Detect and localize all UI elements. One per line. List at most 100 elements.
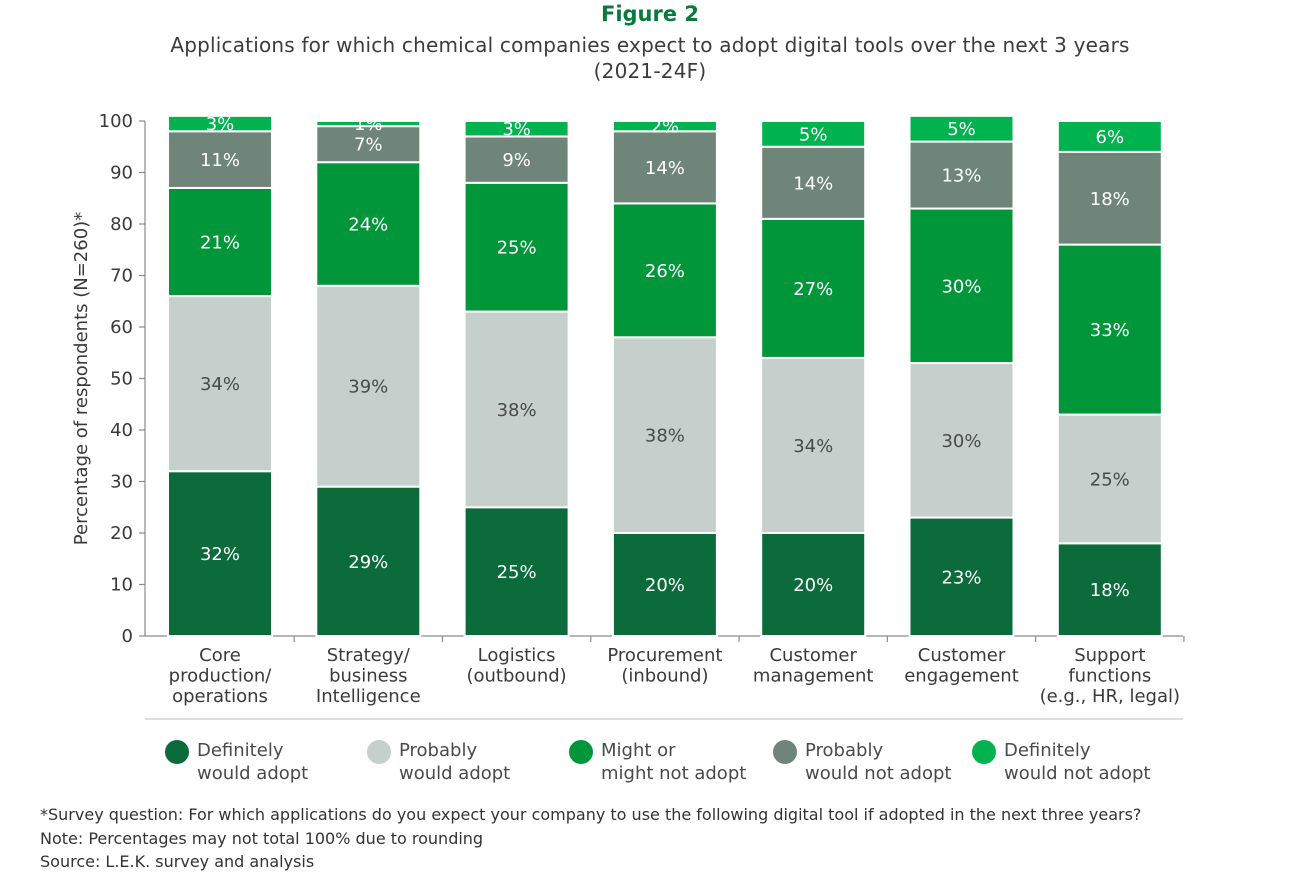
footnote-note: Note: Percentages may not total 100% due… xyxy=(40,829,484,848)
bar-value-label: 30% xyxy=(941,431,981,452)
bar-segment xyxy=(611,336,718,534)
bar-segment xyxy=(611,130,718,205)
bar-segment xyxy=(315,120,422,128)
bar-segment xyxy=(1056,413,1163,545)
bar-segment xyxy=(760,145,867,220)
bar-value-label: 20% xyxy=(793,575,833,596)
y-tick-label: 50 xyxy=(110,369,133,390)
bar-segment xyxy=(908,140,1015,210)
bar-value-label: 34% xyxy=(200,374,240,395)
bar-value-label: 14% xyxy=(793,173,833,194)
x-category-label: Support functions (e.g., HR, legal) xyxy=(1040,645,1180,707)
subtitle-line-1: Applications for which chemical companie… xyxy=(170,33,1130,57)
y-tick-label: 90 xyxy=(110,163,133,184)
bar-value-label: 27% xyxy=(793,279,833,300)
bar-segment xyxy=(1056,243,1163,416)
x-category-label: Procurement (inbound) xyxy=(607,645,722,687)
bar-segment xyxy=(1056,542,1163,637)
bar-segment xyxy=(463,310,570,509)
bar-value-label: 34% xyxy=(793,436,833,457)
x-category-label: Customer management xyxy=(753,645,874,687)
footnote-source: Source: L.E.K. survey and analysis xyxy=(40,852,315,871)
y-axis-label: Percentage of respondents (N=260)* xyxy=(71,212,92,545)
legend-swatch xyxy=(972,740,996,764)
bar-segment xyxy=(760,217,867,359)
bar-value-label: 20% xyxy=(645,575,685,596)
bar-value-label: 9% xyxy=(502,150,531,171)
y-tick-label: 100 xyxy=(99,111,133,132)
bar-segment xyxy=(167,295,273,473)
bar-segment xyxy=(315,125,422,164)
bar-value-label: 21% xyxy=(200,233,240,254)
bar-value-label: 38% xyxy=(645,426,685,447)
bar-segment xyxy=(463,506,570,637)
bar-segment xyxy=(908,362,1015,519)
bar-segment xyxy=(760,356,867,534)
chart-subtitle: Applications for which chemical companie… xyxy=(100,32,1200,84)
bar-value-label: 3% xyxy=(206,114,235,135)
x-category-label: Customer engagement xyxy=(904,645,1019,687)
bar-value-label: 6% xyxy=(1096,127,1125,148)
bar-value-label: 26% xyxy=(645,261,685,282)
y-tick-label: 70 xyxy=(110,266,133,287)
bar-value-label: 38% xyxy=(497,400,537,421)
legend-swatch xyxy=(165,740,189,764)
x-category-label: Core production/operations xyxy=(169,645,273,707)
chart-title: Figure 2 xyxy=(600,2,700,26)
bar-value-label: 1% xyxy=(354,114,383,135)
bar-segment xyxy=(315,284,422,488)
y-tick-label: 10 xyxy=(110,575,133,596)
bar-segment xyxy=(611,120,718,133)
bar-segment xyxy=(908,114,1015,143)
legend-label: Might or might not adopt xyxy=(601,740,747,784)
y-tick-label: 40 xyxy=(110,420,133,441)
bar-value-label: 29% xyxy=(348,552,388,573)
bar-value-label: 7% xyxy=(354,135,383,156)
subtitle-line-2: (2021-24F) xyxy=(593,59,707,83)
bar-segment xyxy=(167,114,273,133)
bar-value-label: 5% xyxy=(799,124,828,145)
bar-segment xyxy=(611,202,718,339)
y-tick-label: 60 xyxy=(110,317,133,338)
bar-value-label: 18% xyxy=(1090,189,1130,210)
bar-value-label: 32% xyxy=(200,544,240,565)
bar-segment xyxy=(315,485,422,637)
bar-segment xyxy=(1056,120,1163,153)
bar-value-label: 11% xyxy=(200,150,240,171)
bar-value-label: 33% xyxy=(1090,320,1130,341)
legend-label: Definitely would adopt xyxy=(197,740,309,784)
footnote-survey-question: *Survey question: For which applications… xyxy=(40,805,1142,824)
bar-value-label: 25% xyxy=(497,562,537,583)
legend-label: Probably would not adopt xyxy=(805,740,952,784)
bar-value-label: 14% xyxy=(645,158,685,179)
bar-value-label: 2% xyxy=(651,117,680,138)
bar-value-label: 13% xyxy=(941,166,981,187)
bar-value-label: 5% xyxy=(947,119,976,140)
bar-segment xyxy=(463,120,570,138)
bar-segment xyxy=(463,135,570,184)
bar-value-label: 18% xyxy=(1090,580,1130,601)
bar-segment xyxy=(463,181,570,313)
bar-segment xyxy=(167,186,273,298)
y-tick-label: 0 xyxy=(122,626,133,647)
y-tick-label: 80 xyxy=(110,214,133,235)
x-category-label: Logistics (outbound) xyxy=(466,645,566,687)
x-category-label: Strategy/business Intelligence xyxy=(316,645,421,707)
y-tick-label: 30 xyxy=(110,472,133,493)
bar-segment xyxy=(908,516,1015,637)
bar-value-label: 39% xyxy=(348,377,388,398)
bar-segment xyxy=(760,120,867,148)
bar-value-label: 23% xyxy=(941,567,981,588)
legend-swatch xyxy=(569,740,593,764)
legend-label: Probably would adopt xyxy=(399,740,511,784)
bar-value-label: 25% xyxy=(1090,469,1130,490)
legend-swatch xyxy=(773,740,797,764)
legend-swatch xyxy=(367,740,391,764)
bar-value-label: 24% xyxy=(348,215,388,236)
bar-segment xyxy=(1056,150,1163,246)
bar-segment xyxy=(315,161,422,287)
bar-segment xyxy=(760,532,867,637)
legend-label: Definitely would not adopt xyxy=(1004,740,1151,784)
bar-segment xyxy=(167,130,273,189)
